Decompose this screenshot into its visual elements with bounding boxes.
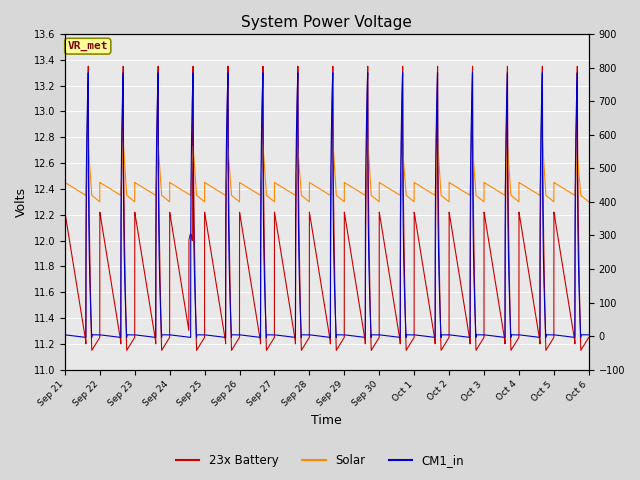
Solar xyxy=(474,193,481,199)
Solar xyxy=(173,184,181,190)
X-axis label: Time: Time xyxy=(312,414,342,427)
CM1_in xyxy=(168,332,175,338)
Solar xyxy=(364,135,371,141)
CM1_in xyxy=(585,332,593,338)
23x Battery xyxy=(61,209,68,215)
CM1_in xyxy=(82,335,90,340)
Line: CM1_in: CM1_in xyxy=(65,72,589,337)
CM1_in xyxy=(474,332,481,338)
23x Battery xyxy=(257,198,265,204)
23x Battery xyxy=(399,154,407,160)
Solar xyxy=(96,199,104,204)
CM1_in xyxy=(583,332,591,338)
Legend: 23x Battery, Solar, CM1_in: 23x Battery, Solar, CM1_in xyxy=(171,449,469,472)
Solar xyxy=(399,151,407,157)
CM1_in xyxy=(61,332,68,338)
Line: Solar: Solar xyxy=(65,138,589,202)
CM1_in xyxy=(84,70,92,75)
CM1_in xyxy=(257,157,265,163)
23x Battery xyxy=(585,335,593,340)
23x Battery xyxy=(84,63,92,69)
23x Battery xyxy=(173,255,181,261)
Solar xyxy=(585,199,593,204)
23x Battery xyxy=(168,221,175,227)
Title: System Power Voltage: System Power Voltage xyxy=(241,15,412,30)
Solar xyxy=(583,197,591,203)
CM1_in xyxy=(173,333,181,338)
Y-axis label: Volts: Volts xyxy=(15,187,28,217)
Solar xyxy=(61,180,68,185)
Line: 23x Battery: 23x Battery xyxy=(65,66,589,350)
23x Battery xyxy=(583,337,591,343)
Solar xyxy=(257,178,265,183)
Text: VR_met: VR_met xyxy=(68,41,108,51)
Solar xyxy=(168,180,175,186)
CM1_in xyxy=(399,204,407,209)
23x Battery xyxy=(88,348,95,353)
23x Battery xyxy=(474,345,481,351)
